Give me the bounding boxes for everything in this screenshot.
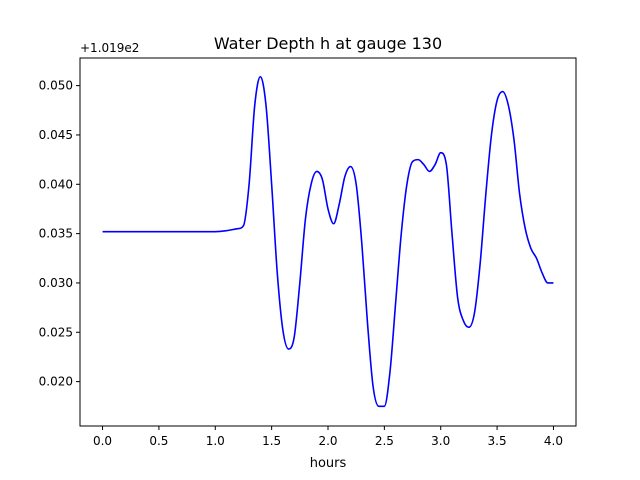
x-tick-label: 4.0: [544, 434, 563, 448]
x-axis-label: hours: [310, 456, 347, 471]
y-tick-label: 0.045: [39, 128, 73, 142]
y-tick-label: 0.035: [39, 227, 73, 241]
y-tick-label: 0.025: [39, 325, 73, 339]
y-tick-label: 0.050: [39, 79, 73, 93]
x-tick-label: 1.0: [206, 434, 225, 448]
x-tick-label: 0.5: [149, 434, 168, 448]
y-tick-label: 0.020: [39, 375, 73, 389]
x-tick-label: 2.5: [375, 434, 394, 448]
x-tick-label: 2.0: [318, 434, 337, 448]
y-axis-offset-label: +1.019e2: [80, 41, 139, 55]
x-tick-label: 1.5: [262, 434, 281, 448]
x-tick-label: 3.5: [488, 434, 507, 448]
x-tick-label: 0.0: [93, 434, 112, 448]
y-tick-label: 0.040: [39, 177, 73, 191]
plot-area: 0.0 0.5 1.0 1.5 2.0 2.5 3.0 3.5 4.0 0.020 0.025 0.0…: [39, 57, 577, 448]
chart-title: Water Depth h at gauge 130: [214, 34, 442, 53]
y-tick-label: 0.030: [39, 276, 73, 290]
x-tick-label: 3.0: [431, 434, 450, 448]
series-line-0: [102, 75, 554, 408]
